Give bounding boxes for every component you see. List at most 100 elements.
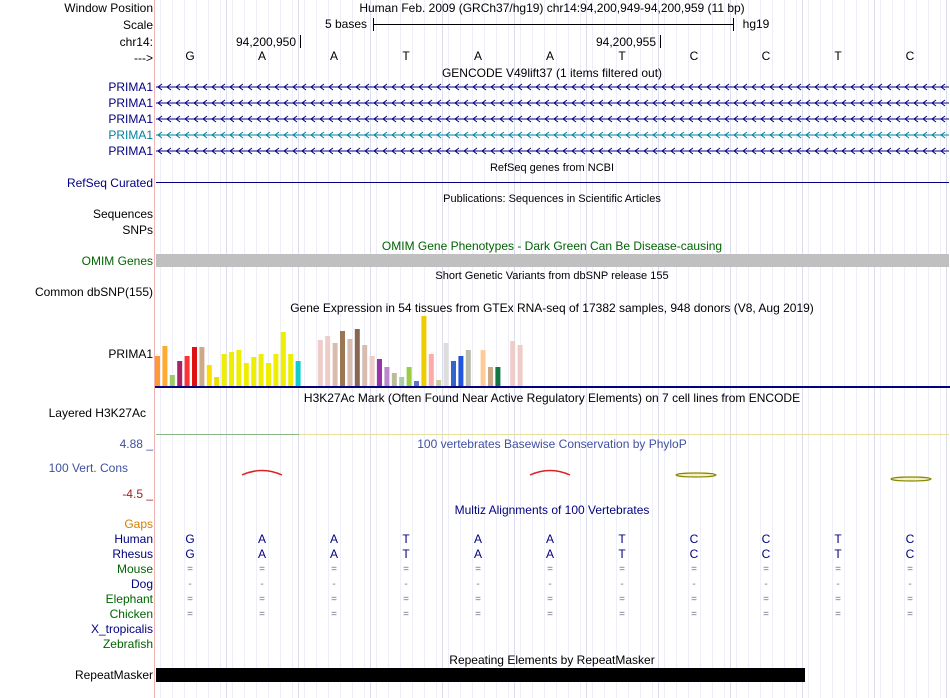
gencode-transcript-label[interactable]: PRIMA1 xyxy=(108,128,153,142)
gtex-tissue-bar xyxy=(451,361,456,386)
multiz-alignment-char: = xyxy=(331,594,337,605)
grid-line-minor xyxy=(220,0,221,698)
multiz-species-label[interactable]: X_tropicalis xyxy=(90,622,153,636)
grid-line-minor xyxy=(628,0,629,698)
multiz-alignment-char: A xyxy=(545,532,555,546)
multiz-alignment-char: = xyxy=(259,564,265,575)
multiz-species-label[interactable]: Mouse xyxy=(116,562,153,576)
snps-label[interactable]: SNPs xyxy=(122,223,153,237)
grid-line xyxy=(874,0,875,698)
grid-line-minor xyxy=(580,0,581,698)
strand-arrows xyxy=(157,83,946,91)
strand-arrows xyxy=(157,99,946,107)
chrom-label[interactable]: chr14: xyxy=(119,35,153,49)
strand-label[interactable]: ---> xyxy=(134,51,153,65)
grid-line xyxy=(442,0,443,698)
base-letter: C xyxy=(689,49,699,63)
coord-label-1: 94,200,950 xyxy=(235,35,297,49)
gencode-transcript-line[interactable] xyxy=(156,146,949,156)
grid-line-minor xyxy=(820,0,821,698)
h3k27ac-label[interactable]: Layered H3K27Ac xyxy=(48,406,146,420)
publications-label[interactable]: Sequences xyxy=(92,207,153,221)
repeatmasker-label[interactable]: RepeatMasker xyxy=(74,668,153,682)
multiz-alignment-char: T xyxy=(618,547,626,561)
refseq-gene-line[interactable] xyxy=(156,182,949,183)
gtex-bar-chart[interactable] xyxy=(155,315,555,387)
grid-line-minor xyxy=(568,0,569,698)
multiz-alignment-char: A xyxy=(473,532,483,546)
gtex-tissue-bar xyxy=(428,354,434,386)
grid-line xyxy=(370,0,371,698)
grid-line-minor xyxy=(700,0,701,698)
multiz-alignment-char: A xyxy=(545,547,555,561)
gencode-transcript-label[interactable]: PRIMA1 xyxy=(108,112,153,126)
multiz-alignment-char: T xyxy=(618,532,626,546)
dbsnp-label[interactable]: Common dbSNP(155) xyxy=(34,285,153,299)
multiz-alignment-char: G xyxy=(185,532,195,546)
multiz-alignment-char: - xyxy=(476,579,480,590)
omim-label[interactable]: OMIM Genes xyxy=(81,254,153,268)
refseq-label[interactable]: RefSeq Curated xyxy=(66,176,153,190)
multiz-alignment-char: C xyxy=(689,547,699,561)
cons-label[interactable]: 100 Vert. Cons xyxy=(48,461,128,475)
scale-db: hg19 xyxy=(742,17,770,31)
gencode-transcript-label[interactable]: PRIMA1 xyxy=(108,96,153,110)
gtex-tissue-bar xyxy=(517,345,523,386)
gtex-tissue-bar xyxy=(488,367,493,386)
omim-bar[interactable] xyxy=(156,254,949,267)
multiz-alignment-char: C xyxy=(761,547,771,561)
cons-title: 100 vertebrates Basewise Conservation by… xyxy=(417,437,687,451)
multiz-alignment-char: = xyxy=(763,594,769,605)
multiz-alignment-char: = xyxy=(259,609,265,620)
multiz-alignment-char: A xyxy=(329,547,339,561)
multiz-alignment-char: - xyxy=(620,579,624,590)
multiz-species-label[interactable]: Rhesus xyxy=(112,547,153,561)
grid-line-minor xyxy=(244,0,245,698)
gtex-tissue-bar xyxy=(458,356,464,386)
base-letter: A xyxy=(257,49,267,63)
gencode-transcript-line[interactable] xyxy=(156,82,949,92)
multiz-species-label[interactable]: Chicken xyxy=(109,607,153,621)
grid-line-minor xyxy=(616,0,617,698)
base-letter: T xyxy=(834,49,842,63)
multiz-alignment-char: C xyxy=(905,532,915,546)
cons-plot[interactable] xyxy=(0,462,950,502)
grid-line-minor xyxy=(172,0,173,698)
gtex-tissue-bar xyxy=(317,340,323,386)
gencode-transcript-line[interactable] xyxy=(156,114,949,124)
multiz-species-label[interactable]: Elephant xyxy=(105,592,153,606)
multiz-species-label[interactable]: Dog xyxy=(130,577,153,591)
scale-label[interactable]: Scale xyxy=(122,18,153,32)
multiz-alignment-char: = xyxy=(619,609,625,620)
base-letter: C xyxy=(905,49,915,63)
window-position-value: Human Feb. 2009 (GRCh37/hg19) chr14:94,2… xyxy=(359,1,745,15)
gtex-tissue-bar xyxy=(251,357,257,386)
h3k27ac-title: H3K27Ac Mark (Often Found Near Active Re… xyxy=(303,391,801,405)
cons-peak-1 xyxy=(241,469,283,476)
coord-label-2: 94,200,955 xyxy=(595,35,657,49)
multiz-alignment-char: = xyxy=(187,609,193,620)
gencode-transcript-label[interactable]: PRIMA1 xyxy=(108,144,153,158)
grid-line-minor xyxy=(292,0,293,698)
grid-line-minor xyxy=(928,0,929,698)
multiz-alignment-char: - xyxy=(548,579,552,590)
multiz-species-label[interactable]: Human xyxy=(114,532,153,546)
multiz-species-label[interactable]: Zebrafish xyxy=(102,637,153,651)
gencode-transcript-line[interactable] xyxy=(156,98,949,108)
gtex-tissue-bar xyxy=(295,361,301,386)
multiz-title: Multiz Alignments of 100 Vertebrates xyxy=(454,503,650,517)
gencode-transcript-line[interactable] xyxy=(156,130,949,140)
window-position-label[interactable]: Window Position xyxy=(64,1,153,15)
repeatmasker-bar[interactable] xyxy=(156,668,805,682)
multiz-alignment-char: = xyxy=(547,564,553,575)
multiz-alignment-char: A xyxy=(257,547,267,561)
grid-line-minor xyxy=(268,0,269,698)
gtex-label[interactable]: PRIMA1 xyxy=(108,347,153,361)
grid-line-minor xyxy=(892,0,893,698)
grid-line-minor xyxy=(436,0,437,698)
gencode-transcript-label[interactable]: PRIMA1 xyxy=(108,80,153,94)
multiz-species-label[interactable]: Gaps xyxy=(124,517,153,531)
grid-line-minor xyxy=(736,0,737,698)
gtex-tissue-bar xyxy=(221,354,227,386)
